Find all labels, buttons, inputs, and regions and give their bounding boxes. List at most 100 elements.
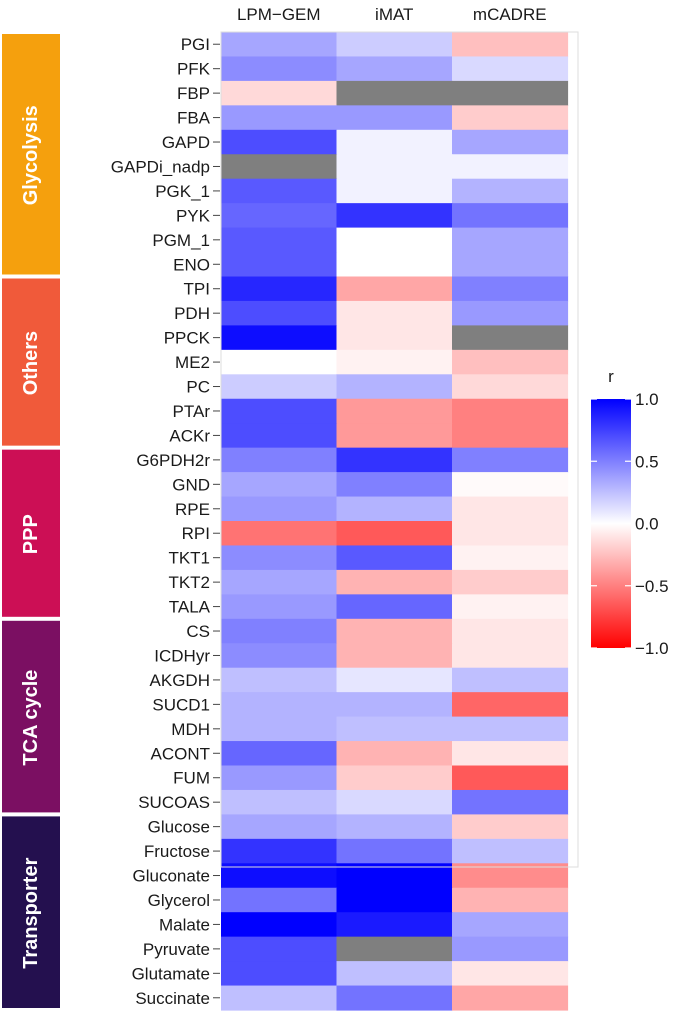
cell-ptar-imat <box>336 398 453 424</box>
cell-succinate-lpm-gem <box>221 985 338 1011</box>
cell-fbp-imat <box>336 80 453 106</box>
cell-pyruvate-imat <box>336 936 453 962</box>
cell-tkt2-lpm-gem <box>221 569 338 595</box>
cell-g6pdh2r-imat <box>336 447 453 473</box>
cell-pdh-lpm-gem <box>221 300 338 326</box>
cell-pgm-1-lpm-gem <box>221 227 338 253</box>
cell-icdhyr-mcadre <box>452 643 569 669</box>
cell-tala-imat <box>336 594 453 620</box>
cell-pgk-1-lpm-gem <box>221 178 338 204</box>
cell-fbp-mcadre <box>452 80 569 106</box>
cell-cs-lpm-gem <box>221 618 338 644</box>
cell-tkt1-mcadre <box>452 545 569 571</box>
cell-icdhyr-lpm-gem <box>221 643 338 669</box>
row-label-acont: ACONT <box>151 744 211 763</box>
cell-fructose-imat <box>336 838 453 864</box>
cell-fum-imat <box>336 765 453 791</box>
cell-sucoas-lpm-gem <box>221 789 338 815</box>
row-label-glutamate: Glutamate <box>132 964 210 983</box>
row-label-sucd1: SUCD1 <box>152 695 210 714</box>
cell-akgdh-imat <box>336 667 453 693</box>
heatmap-cells <box>221 32 569 1011</box>
cell-gnd-imat <box>336 472 453 498</box>
row-label-gapd: GAPD <box>162 133 210 152</box>
cell-pgi-lpm-gem <box>221 32 338 58</box>
legend-tick-label: −1.0 <box>635 639 669 658</box>
cell-tkt1-imat <box>336 545 453 571</box>
cell-ptar-mcadre <box>452 398 569 424</box>
legend-tick-label: 0.5 <box>635 452 659 471</box>
cell-tkt2-imat <box>336 569 453 595</box>
cell-tpi-imat <box>336 276 453 302</box>
cell-gapd-imat <box>336 129 453 155</box>
cell-ackr-mcadre <box>452 423 569 449</box>
row-label-ptar: PTAr <box>173 402 211 421</box>
cell-fba-lpm-gem <box>221 105 338 131</box>
cell-fructose-lpm-gem <box>221 838 338 864</box>
cell-rpi-lpm-gem <box>221 521 338 547</box>
group-label-transporter: Transporter <box>20 857 42 968</box>
cell-ppck-imat <box>336 325 453 351</box>
cell-eno-lpm-gem <box>221 252 338 278</box>
cell-malate-imat <box>336 912 453 938</box>
cell-cs-imat <box>336 618 453 644</box>
cell-glycerol-imat <box>336 887 453 913</box>
group-label-ppp: PPP <box>20 514 42 554</box>
group-bar-tca-cycle <box>2 620 60 813</box>
cell-icdhyr-imat <box>336 643 453 669</box>
cell-g6pdh2r-mcadre <box>452 447 569 473</box>
cell-sucd1-imat <box>336 692 453 718</box>
cell-sucoas-imat <box>336 789 453 815</box>
row-label-tpi: TPI <box>184 280 210 299</box>
column-label-lpm-gem: LPM−GEM <box>237 5 321 24</box>
row-label-fbp: FBP <box>177 84 210 103</box>
row-label-pgk-1: PGK_1 <box>155 182 210 201</box>
cell-pgi-imat <box>336 32 453 58</box>
cell-fbp-lpm-gem <box>221 80 338 106</box>
cell-succinate-mcadre <box>452 985 569 1011</box>
cell-pgi-mcadre <box>452 32 569 58</box>
cell-malate-mcadre <box>452 912 569 938</box>
row-label-pfk: PFK <box>177 60 211 79</box>
row-label-eno: ENO <box>173 255 210 274</box>
group-label-others: Others <box>20 331 42 395</box>
row-label-akgdh: AKGDH <box>150 671 210 690</box>
row-label-fba: FBA <box>177 109 211 128</box>
cell-pyruvate-lpm-gem <box>221 936 338 962</box>
cell-pgm-1-mcadre <box>452 227 569 253</box>
cell-mdh-mcadre <box>452 716 569 742</box>
row-label-me2: ME2 <box>175 353 210 372</box>
row-label-pgm-1: PGM_1 <box>152 231 210 250</box>
legend-tick-label: −0.5 <box>635 577 669 596</box>
row-label-ppck: PPCK <box>164 329 211 348</box>
row-label-succinate: Succinate <box>135 989 210 1008</box>
cell-me2-lpm-gem <box>221 349 338 375</box>
row-label-icdhyr: ICDHyr <box>154 646 210 665</box>
cell-gnd-mcadre <box>452 472 569 498</box>
cell-fum-lpm-gem <box>221 765 338 791</box>
cell-pfk-mcadre <box>452 56 569 82</box>
cell-pyk-imat <box>336 203 453 229</box>
cell-eno-mcadre <box>452 252 569 278</box>
row-label-malate: Malate <box>159 915 210 934</box>
cell-glucose-mcadre <box>452 814 569 840</box>
row-label-pyruvate: Pyruvate <box>143 940 210 959</box>
column-label-imat: iMAT <box>375 5 413 24</box>
cell-ackr-lpm-gem <box>221 423 338 449</box>
cell-glycerol-lpm-gem <box>221 887 338 913</box>
cell-pgm-1-imat <box>336 227 453 253</box>
cell-rpi-imat <box>336 521 453 547</box>
cell-rpe-imat <box>336 496 453 522</box>
group-bar-glycolysis <box>2 34 60 275</box>
cell-glucose-imat <box>336 814 453 840</box>
group-bar-ppp <box>2 449 60 617</box>
cell-tala-lpm-gem <box>221 594 338 620</box>
cell-pgk-1-mcadre <box>452 178 569 204</box>
cell-acont-mcadre <box>452 741 569 767</box>
cell-fum-mcadre <box>452 765 569 791</box>
row-label-tkt2: TKT2 <box>168 573 210 592</box>
cell-tpi-lpm-gem <box>221 276 338 302</box>
cell-fba-imat <box>336 105 453 131</box>
cell-gapdi-nadp-lpm-gem <box>221 154 338 180</box>
